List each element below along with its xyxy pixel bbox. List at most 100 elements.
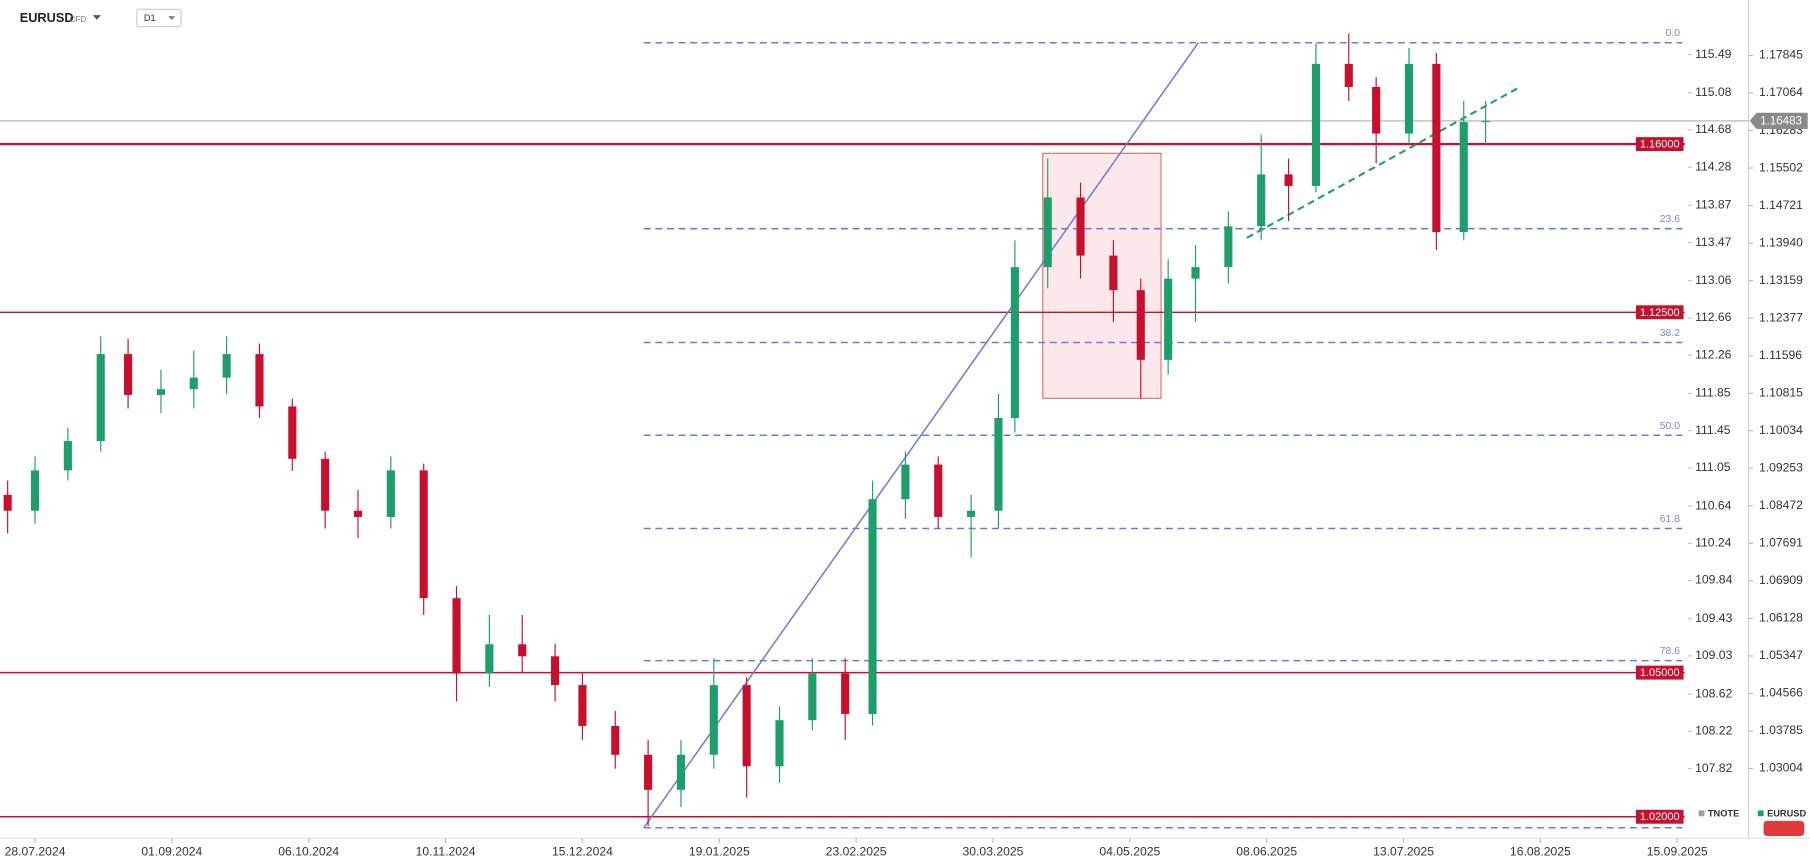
candle-body <box>3 494 12 511</box>
candle-body <box>1076 197 1085 256</box>
candle-body <box>611 725 620 755</box>
candle-body <box>452 598 461 674</box>
x-tick-label: 28.07.2024 <box>5 844 66 858</box>
fib-label: 78.6 <box>1660 646 1681 657</box>
zone <box>1042 152 1162 399</box>
x-tick-label: 15.09.2025 <box>1647 844 1708 858</box>
y2-tick-label: 115.49 <box>1695 47 1732 61</box>
candle-body <box>419 470 428 599</box>
candle-body <box>901 464 910 500</box>
action-button[interactable] <box>1763 820 1805 836</box>
timeframe: D1 <box>144 13 156 23</box>
legend-label: EURUSD <box>1767 808 1806 818</box>
y-tick-label: 1.06128 <box>1759 611 1803 625</box>
symbol-type: CFD <box>70 15 87 24</box>
x-tick-label: 08.06.2025 <box>1236 844 1297 858</box>
candle-body <box>124 354 133 395</box>
candle-body <box>1109 255 1118 291</box>
candle-body <box>156 389 165 395</box>
candle-body <box>868 499 877 714</box>
x-tick-label: 15.12.2024 <box>552 844 613 858</box>
y2-tick-label: 115.08 <box>1695 85 1732 99</box>
candle-body <box>578 685 587 726</box>
level-tag-label: 1.12500 <box>1640 307 1680 319</box>
y2-tick-label: 108.22 <box>1695 724 1732 738</box>
y-tick-label: 1.10815 <box>1759 385 1803 399</box>
candle-body <box>1224 226 1233 268</box>
y2-tick-label: 114.68 <box>1695 122 1732 136</box>
candle-body <box>1191 267 1200 279</box>
candle-body <box>1432 63 1441 233</box>
y-tick-label: 1.03785 <box>1759 723 1803 737</box>
y-tick-label: 1.13159 <box>1759 273 1803 287</box>
dropdown-arrow[interactable] <box>168 16 176 20</box>
legend-swatch <box>1757 810 1764 817</box>
candle-body <box>550 656 560 686</box>
x-tick-label: 10.11.2024 <box>416 844 476 858</box>
x-tick-label: 30.03.2025 <box>963 844 1024 858</box>
candle-body <box>96 354 105 442</box>
current-price-label: 1.16483 <box>1760 115 1802 128</box>
x-tick-label: 19.01.2025 <box>689 844 750 858</box>
candle-body <box>1344 63 1353 87</box>
candle-body <box>1481 120 1490 123</box>
x-tick-label: 23.02.2025 <box>826 844 887 858</box>
y2-tick-label: 111.05 <box>1695 460 1731 474</box>
y2-tick-label: 109.84 <box>1695 573 1732 587</box>
candle-body <box>63 441 72 471</box>
y2-tick-label: 113.87 <box>1695 198 1732 212</box>
y-tick-label: 1.08472 <box>1759 498 1803 512</box>
level-tag-label: 1.05000 <box>1640 667 1680 679</box>
symbol[interactable]: EURUSD <box>20 10 74 25</box>
candle-body <box>1257 174 1266 227</box>
x-tick-label: 16.08.2025 <box>1510 844 1571 858</box>
x-tick-label: 04.05.2025 <box>1099 844 1160 858</box>
candle-body <box>1311 63 1321 186</box>
current-price-tag <box>1749 112 1808 130</box>
candle-body <box>189 377 198 390</box>
candle-body <box>386 470 395 517</box>
dropdown-arrow[interactable] <box>92 15 101 20</box>
y-tick-label: 1.13940 <box>1759 235 1803 249</box>
fib-label: 50.0 <box>1660 421 1681 432</box>
y-tick-label: 1.09253 <box>1759 461 1803 475</box>
y-tick-label: 1.06909 <box>1759 573 1803 587</box>
y-tick-label: 1.15502 <box>1759 160 1803 174</box>
candle-body <box>808 673 817 721</box>
y-tick-label: 1.07691 <box>1759 536 1803 550</box>
y-tick-label: 1.04566 <box>1759 686 1803 700</box>
timeframe-select[interactable] <box>136 8 182 28</box>
legend-swatch <box>1698 810 1705 817</box>
candle-body <box>775 720 784 767</box>
level-tag <box>1635 809 1684 824</box>
y-tick-label: 1.12377 <box>1759 310 1803 324</box>
y2-tick-label: 109.43 <box>1695 611 1732 625</box>
trendline <box>643 42 1199 829</box>
candle-body <box>934 464 943 517</box>
candle-body <box>1404 63 1414 134</box>
candle-body <box>288 406 297 459</box>
candle-body <box>709 685 718 755</box>
y2-tick-label: 113.06 <box>1695 273 1732 287</box>
level-tag <box>1635 665 1684 680</box>
y2-tick-label: 111.85 <box>1695 386 1731 400</box>
y2-tick-label: 113.47 <box>1695 235 1732 249</box>
candle-body <box>967 510 976 517</box>
y2-tick-label: 110.64 <box>1695 498 1732 512</box>
y-tick-label: 1.10034 <box>1759 423 1803 437</box>
x-tick-label: 01.09.2024 <box>141 844 202 858</box>
y2-tick-label: 107.82 <box>1695 761 1732 775</box>
candle-body <box>353 510 363 517</box>
level-tag-label: 1.16000 <box>1640 139 1680 151</box>
y-tick-label: 1.05347 <box>1759 648 1803 662</box>
y2-tick-label: 112.26 <box>1695 347 1732 361</box>
fib-label: 0.0 <box>1666 28 1681 39</box>
candle-body <box>1010 267 1019 418</box>
y2-tick-label: 112.66 <box>1695 310 1732 324</box>
candle-body <box>222 354 231 378</box>
candle-body <box>485 644 494 674</box>
level-tag-label: 1.02000 <box>1640 811 1680 823</box>
candle-body <box>742 685 751 767</box>
trendline <box>1246 87 1518 239</box>
